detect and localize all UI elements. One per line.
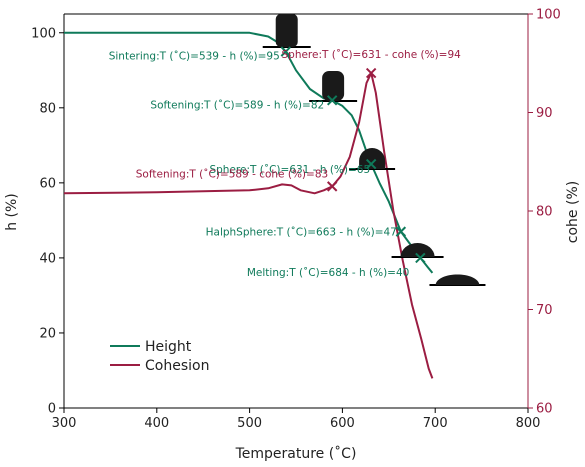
series-line-height [64,31,434,274]
marker-height [280,46,291,57]
y-left-tick-label: 0 [48,402,56,417]
annotation-height: Softening:T (˚C)=589 - h (%)=82 [150,99,324,111]
markers-group: Sintering:T (˚C)=539 - h (%)=95 Softening… [109,46,461,279]
plot-frame [63,13,529,409]
marker-height [326,95,338,106]
y-left-tick-label: 100 [31,26,56,41]
y-left-tick-label: 20 [39,326,56,341]
annotation-height: HalphSphere:T (˚C)=663 - h (%)=47 [206,227,397,239]
x-tick-label: 500 [237,416,262,431]
annotation-cohesion: Sphere:T (˚C)=631 - cohe (%)=94 [281,49,461,61]
series-line-cohesion [63,72,434,379]
marker-cohesion [365,67,377,79]
y-right-tick-label: 80 [536,205,553,220]
y-left-tick-label: 60 [39,176,56,191]
halfsphere-shape-icon [391,243,444,258]
legend-label: Cohesion [145,358,209,374]
annotation-height: Sphere:T (˚C)=631 - h (%)=65 [209,164,370,176]
marker-cohesion [326,181,338,192]
melting-shape-icon [429,274,486,286]
softening-shape-icon [309,71,358,102]
marker-height [365,158,377,170]
x-tick-label: 400 [144,416,169,431]
y-right-tick-label: 90 [536,106,553,121]
x-tick-label: 700 [423,416,448,431]
series-group [63,31,434,379]
legend-label: Height [145,339,192,355]
x-tick-label: 600 [330,416,355,431]
marker-height [415,252,426,264]
y-axis-title-right: cohe (%) [565,181,581,243]
annotation-height: Sintering:T (˚C)=539 - h (%)=95 [109,51,280,63]
y-right-tick-label: 60 [536,402,553,417]
sphere-shape-icon [349,148,396,170]
x-tick-label: 300 [52,416,77,431]
marker-height [395,226,407,237]
y-right-tick-label: 70 [536,303,553,318]
y-right-tick-label: 100 [536,8,561,23]
x-tick-label: 800 [516,416,541,431]
y-left-tick-label: 40 [39,251,56,266]
x-axis-title: Temperature (˚C) [235,445,357,462]
axis-ticks: 300 400 500 600 700 800 0 20 40 60 80 100 60 70 80 90 10… [31,8,561,432]
legend: Height Cohesion [110,339,209,374]
y-left-tick-label: 80 [39,101,56,116]
annotation-height: Melting:T (˚C)=684 - h (%)=40 [247,267,409,279]
sintering-shape-icon [262,14,311,48]
y-axis-title-left: h (%) [4,193,20,231]
annotation-cohesion: Softening:T (˚C)=589 - cohe (%)=83 [136,168,328,180]
shape-icons [262,14,486,286]
